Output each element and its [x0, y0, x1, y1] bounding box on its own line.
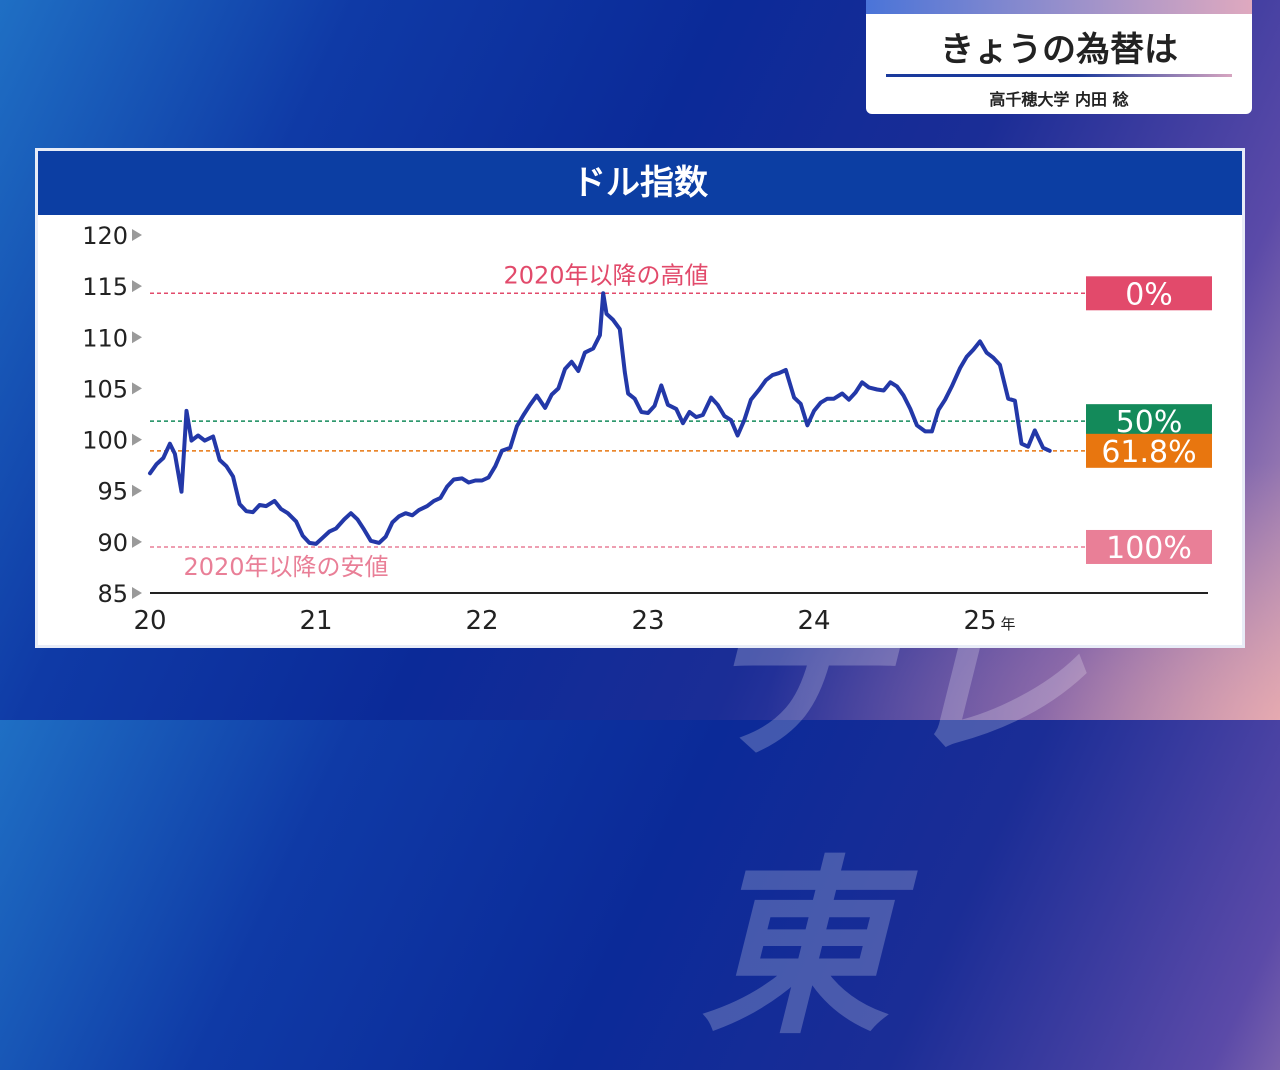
y-tick-arrow: [132, 382, 142, 395]
x-tick-label: 21: [299, 606, 332, 636]
y-tick-arrow: [132, 484, 142, 497]
dollar-index-line: [148, 291, 1052, 546]
y-tick-arrow: [132, 229, 142, 241]
x-tick-label: 25: [963, 606, 996, 636]
reference-badge-label: 61.8%: [1101, 435, 1196, 470]
title-underline: [886, 74, 1232, 77]
y-tick-label: 110: [82, 324, 128, 352]
y-tick-arrow: [132, 535, 142, 548]
reference-badge-label: 0%: [1125, 277, 1173, 312]
y-tick-label: 85: [97, 580, 128, 608]
chart-title: ドル指数: [38, 151, 1242, 215]
x-unit-label: 年: [1000, 615, 1015, 633]
y-tick-label: 105: [82, 375, 128, 403]
x-tick-label: 22: [465, 606, 498, 636]
reference-badge-label: 100%: [1106, 531, 1192, 566]
y-tick-arrow: [132, 280, 142, 293]
chart-panel: ドル指数 120 115 110 105 100 95 90 85 20 21 22 23 24 25 年 0…: [35, 148, 1245, 648]
y-tick-label: 100: [82, 427, 128, 455]
program-title-card: きょうの為替は 高千穂大学 内田 稔: [866, 0, 1252, 114]
x-tick-label: 23: [631, 606, 664, 636]
x-tick-label: 20: [133, 606, 166, 636]
high-annotation: 2020年以降の高値: [503, 261, 708, 289]
x-tick-label: 24: [797, 606, 830, 636]
reference-badge: [1086, 276, 1212, 311]
program-title: きょうの為替は: [940, 30, 1178, 70]
y-tick-arrow: [132, 587, 142, 599]
y-tick-label: 95: [97, 478, 128, 506]
reference-badge: [1086, 433, 1212, 468]
y-tick-label: 115: [82, 273, 128, 301]
reference-badge: [1086, 404, 1212, 439]
reference-badge: [1086, 529, 1212, 564]
low-annotation: 2020年以降の安値: [183, 553, 388, 581]
title-card-strip: [866, 0, 1252, 14]
y-tick-label: 120: [82, 222, 128, 250]
presenter-name: 高千穂大学 内田 稔: [989, 90, 1129, 109]
y-tick-label: 90: [97, 529, 128, 557]
y-tick-arrow: [132, 433, 142, 446]
y-tick-arrow: [132, 331, 142, 344]
